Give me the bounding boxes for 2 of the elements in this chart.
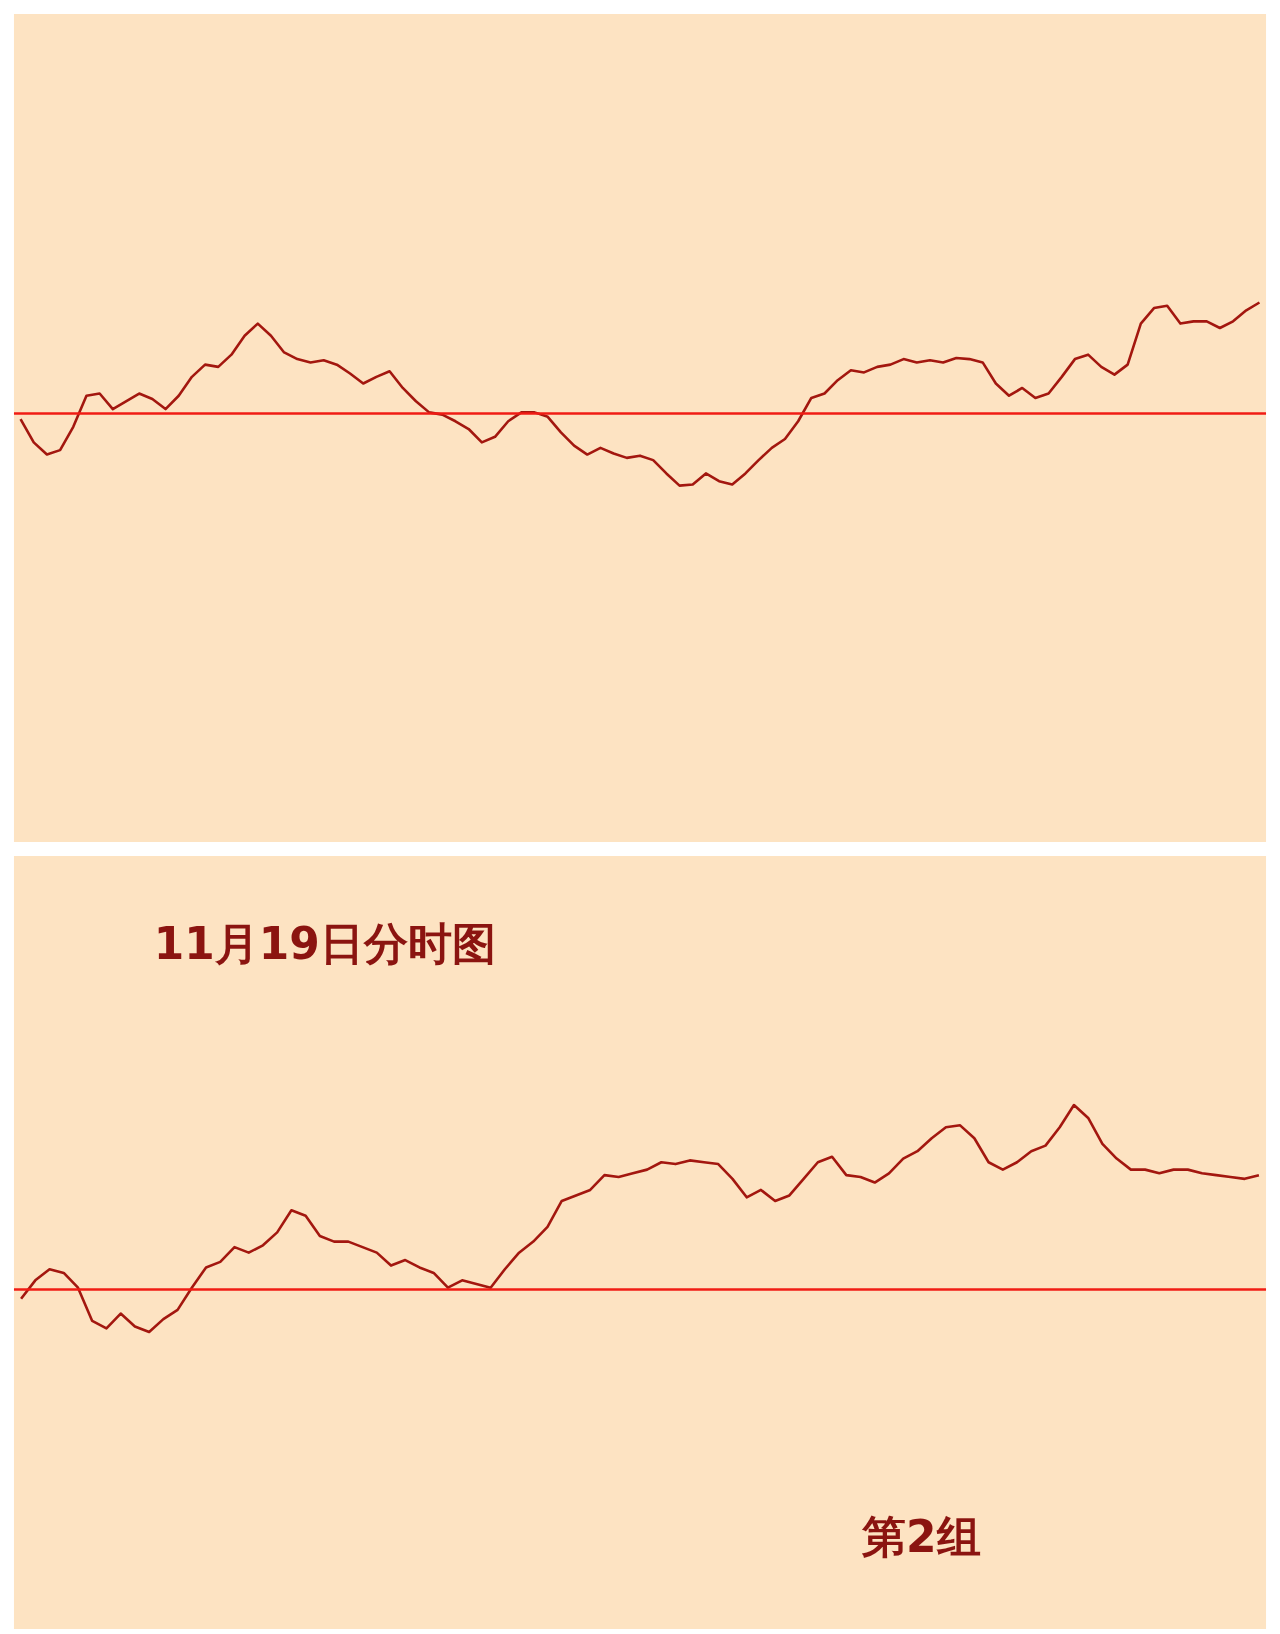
text: 第2组 [860,1511,981,1563]
text: 11月19日分时图 [153,917,496,969]
